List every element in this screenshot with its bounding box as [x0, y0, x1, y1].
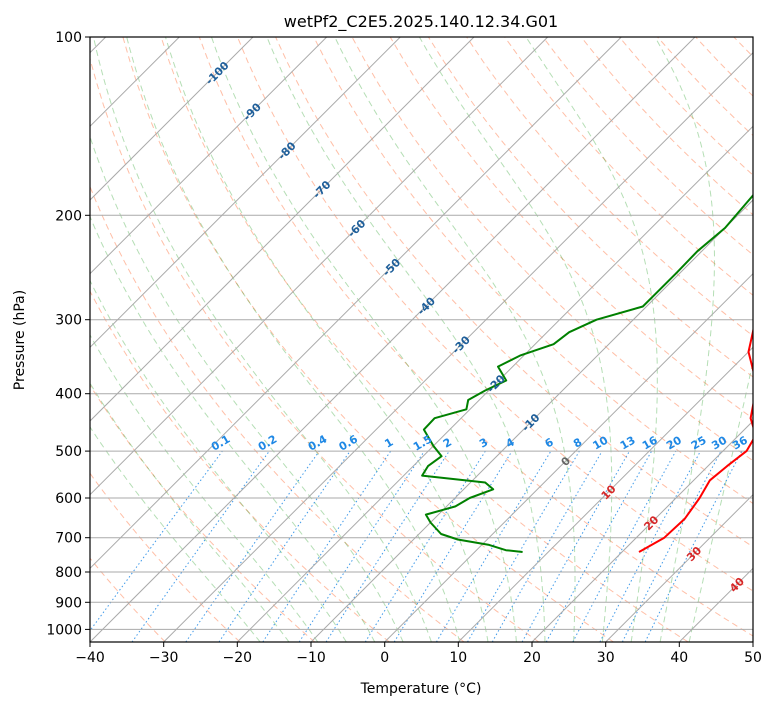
dry-adiabat [504, 37, 753, 296]
moist-adiabat [334, 37, 576, 642]
moist-adiabat [90, 135, 404, 642]
isotherm-line [90, 37, 475, 422]
isotherm-line [236, 125, 753, 642]
dry-adiabat [90, 56, 540, 642]
moist-adiabat [90, 426, 261, 642]
dry-adiabat [90, 185, 465, 642]
isotherm-line [531, 420, 753, 642]
x-tick-label: 40 [670, 650, 688, 666]
x-tick-label: 30 [597, 650, 615, 666]
dry-adiabat [90, 290, 390, 642]
plot-frame [89, 36, 754, 643]
isotherm-line [605, 493, 753, 642]
y-tick-label: 200 [55, 208, 82, 224]
chart-title: wetPf2_C2E5.2025.140.12.34.G01 [284, 12, 558, 32]
dry-adiabat [275, 37, 753, 548]
x-tick-label: 20 [523, 650, 541, 666]
mixing-ratio-line [521, 450, 630, 642]
dry-adiabat [351, 37, 753, 462]
mixing-ratio-line [185, 450, 320, 642]
y-axis: 100 200 300 400 500 600 700 800 900 1000 [46, 30, 90, 638]
mixing-ratio-line [325, 450, 450, 642]
isotherm-line [90, 37, 696, 642]
mixing-ratio-line [90, 450, 223, 632]
temperature-profile [638, 326, 753, 553]
x-axis: −40 −30 −20 −10 0 10 20 30 40 50 [75, 642, 762, 666]
mixing-ratio-line [298, 450, 425, 642]
moist-adiabat [266, 37, 546, 642]
dry-adiabat [160, 37, 689, 642]
moist-adiabat [93, 37, 432, 642]
dry-adiabat [90, 472, 241, 642]
y-tick-label: 600 [55, 491, 82, 507]
grid-lines [90, 37, 753, 642]
dry-adiabat [90, 384, 316, 642]
isotherm-line [90, 37, 328, 275]
moist-adiabat [165, 37, 489, 642]
x-tick-label: −20 [223, 650, 253, 666]
isotherm-line [457, 346, 753, 642]
isotherm-line [384, 272, 753, 642]
isotherm-line [90, 37, 254, 201]
dry-adiabat [313, 37, 753, 505]
isotherm-line [90, 37, 401, 349]
y-tick-label: 700 [55, 531, 82, 547]
moist-adiabat [126, 37, 461, 642]
y-tick-label: 500 [55, 444, 82, 460]
x-tick-label: −40 [75, 650, 105, 666]
y-tick-label: 100 [55, 30, 82, 46]
moist-adiabat [418, 37, 613, 642]
y-tick-label: 400 [55, 387, 82, 403]
mixing-ratio-line [644, 450, 743, 642]
moist-adiabat [90, 382, 290, 642]
y-tick-label: 1000 [46, 622, 82, 638]
moist-adiabat [688, 359, 753, 642]
x-tick-label: 10 [449, 650, 467, 666]
mixing-ratio-line [572, 450, 677, 642]
y-tick-label: 300 [55, 313, 82, 329]
isotherm-line [752, 641, 753, 642]
moist-adiabat [525, 37, 658, 642]
mixing-ratio-line [262, 450, 392, 642]
dry-adiabat [389, 37, 753, 420]
isotherm-line [163, 51, 753, 642]
moist-adiabat [90, 334, 319, 642]
dry-adiabat [427, 37, 753, 378]
moist-adiabat [654, 37, 716, 642]
dry-adiabat [466, 37, 753, 337]
y-axis-label: Pressure (hPa) [12, 290, 28, 390]
mixing-ratio-line [218, 450, 351, 642]
dry-adiabat [122, 37, 614, 642]
moist-adiabat [90, 215, 376, 642]
sounding-profiles [421, 193, 753, 553]
x-tick-label: 50 [744, 650, 762, 666]
x-tick-label: 0 [380, 650, 389, 666]
isotherm-line [310, 199, 753, 642]
mixing-ratio-line [131, 450, 270, 642]
y-tick-label: 900 [55, 595, 82, 611]
mixing-ratio-line [545, 450, 653, 642]
dewpoint-profile [421, 193, 753, 553]
isotherm-line [90, 37, 549, 496]
x-axis-label: Temperature (°C) [360, 681, 482, 697]
isotherm-line [90, 37, 622, 570]
x-tick-label: −30 [149, 650, 179, 666]
mixing-ratio-line [393, 450, 513, 642]
moist-adiabat [211, 37, 517, 642]
x-tick-label: −10 [296, 650, 326, 666]
dry-adiabat [237, 37, 753, 592]
y-tick-label: 800 [55, 565, 82, 581]
